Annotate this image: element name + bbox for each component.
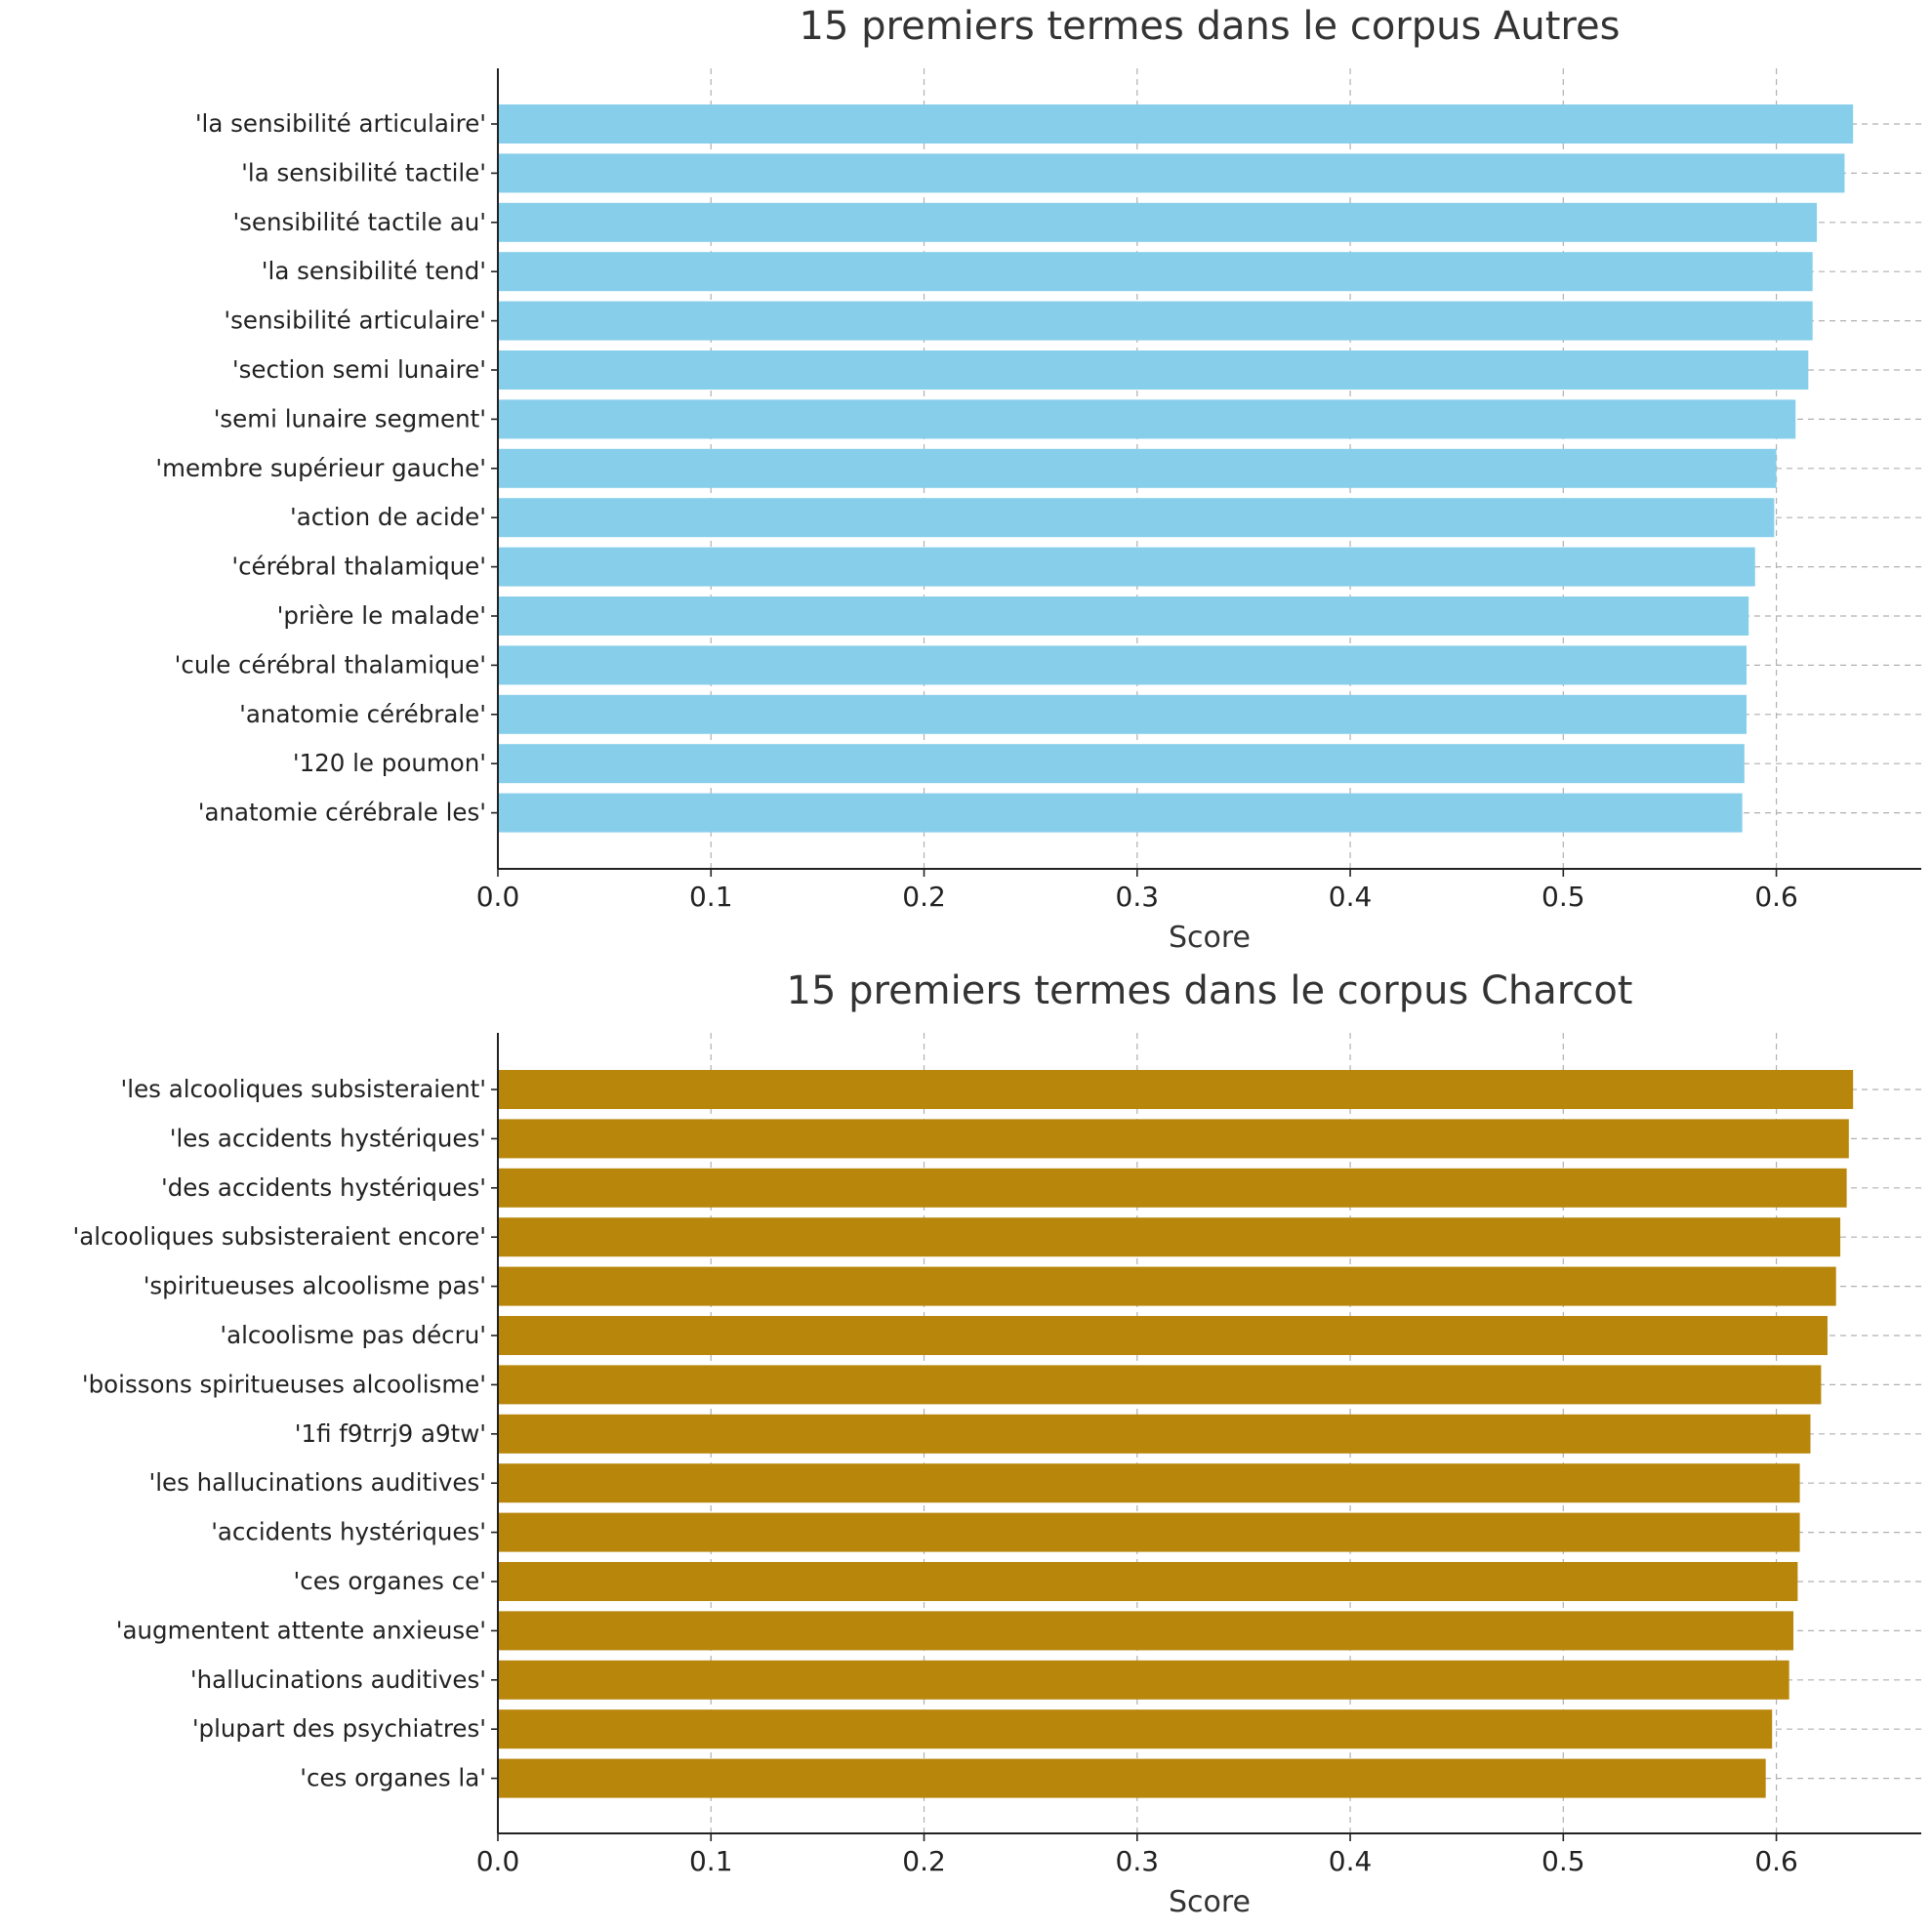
bar [498,1660,1789,1700]
y-tick-label: 'spiritueuses alcoolisme pas' [144,1272,486,1300]
bar [498,1316,1828,1355]
y-tick-label: 'anatomie cérébrale' [239,700,486,728]
bar [498,104,1854,144]
bar [498,252,1813,292]
x-axis-label: Score [1169,1885,1251,1919]
bar [498,596,1749,636]
bar [498,1168,1847,1208]
x-axis-label: Score [1169,921,1251,955]
y-tick-label: 'plupart des psychiatres' [192,1714,486,1743]
y-tick-label: 'membre supérieur gauche' [155,454,486,482]
y-tick-label: 'les accidents hystériques' [170,1124,486,1152]
y-tick-label: 'cérébral thalamique' [231,553,486,581]
y-tick-label: 'prière le malade' [277,601,486,630]
y-tick-label: 'sensibilité articulaire' [224,307,486,335]
chart-charcot: 15 premiers termes dans le corpus Charco… [73,968,1921,1919]
y-tick-label: 'alcooliques subsisteraient encore' [73,1222,486,1251]
y-tick-label: 'les alcooliques subsisteraient' [121,1075,486,1103]
x-tick-label: 0.6 [1754,881,1798,913]
y-tick-label: 'les hallucinations auditives' [148,1468,486,1497]
bar [498,1070,1854,1109]
bar [498,1611,1794,1651]
bar [498,1414,1811,1454]
x-tick-label: 0.3 [1116,881,1160,913]
bar [498,1463,1800,1503]
bar [498,547,1755,587]
x-tick-label: 0.6 [1754,1845,1798,1877]
bar [498,744,1745,784]
y-tick-label: 'hallucinations auditives' [190,1665,486,1694]
y-tick-label: 'section semi lunaire' [232,355,486,384]
bar [498,350,1809,390]
y-tick-label: 'action de acide' [290,503,486,531]
x-tick-label: 0.0 [476,1845,520,1877]
x-tick-label: 0.4 [1329,881,1373,913]
bar [498,202,1818,242]
bar [498,1365,1822,1405]
bar [498,1266,1836,1306]
bar [498,1119,1849,1159]
chart-title: 15 premiers termes dans le corpus Charco… [787,968,1633,1013]
bar [498,1709,1773,1749]
bar [498,399,1796,439]
y-tick-label: 'anatomie cérébrale les' [198,799,486,827]
x-tick-label: 0.1 [689,881,733,913]
y-tick-label: 'la sensibilité tactile' [241,158,486,186]
bar [498,645,1747,685]
y-tick-label: '1fi f9trrj9 a9tw' [295,1419,486,1448]
bar [498,694,1747,734]
y-tick-label: 'boissons spiritueuses alcoolisme' [82,1370,486,1398]
bar [498,498,1775,538]
y-tick-label: 'la sensibilité tend' [262,257,486,285]
y-tick-label: 'alcoolisme pas décru' [220,1321,486,1349]
y-tick-label: 'des accidents hystériques' [161,1173,486,1202]
chart-title: 15 premiers termes dans le corpus Autres [800,4,1621,49]
bar [498,301,1813,341]
y-tick-label: 'sensibilité tactile au' [232,208,486,236]
y-tick-label: 'ces organes la' [300,1764,486,1792]
y-tick-label: 'augmentent attente anxieuse' [116,1616,486,1644]
x-tick-label: 0.2 [902,881,946,913]
y-tick-label: 'accidents hystériques' [211,1518,486,1546]
y-tick-label: 'semi lunaire segment' [214,404,486,432]
bar [498,793,1743,833]
y-tick-label: 'cule cérébral thalamique' [175,650,486,678]
bar [498,1217,1841,1257]
x-tick-label: 0.4 [1329,1845,1373,1877]
x-tick-label: 0.0 [476,881,520,913]
chart-autres: 15 premiers termes dans le corpus Autres… [155,4,1921,955]
bar [498,153,1845,193]
y-tick-label: 'ces organes ce' [294,1567,486,1595]
bar [498,448,1777,488]
x-tick-label: 0.2 [902,1845,946,1877]
y-tick-label: '120 le poumon' [293,749,486,777]
x-tick-label: 0.1 [689,1845,733,1877]
x-tick-label: 0.5 [1541,1845,1585,1877]
x-tick-label: 0.3 [1116,1845,1160,1877]
bar [498,1512,1800,1552]
y-tick-label: 'la sensibilité articulaire' [195,109,486,138]
bar [498,1758,1766,1798]
x-tick-label: 0.5 [1541,881,1585,913]
bar [498,1562,1798,1601]
